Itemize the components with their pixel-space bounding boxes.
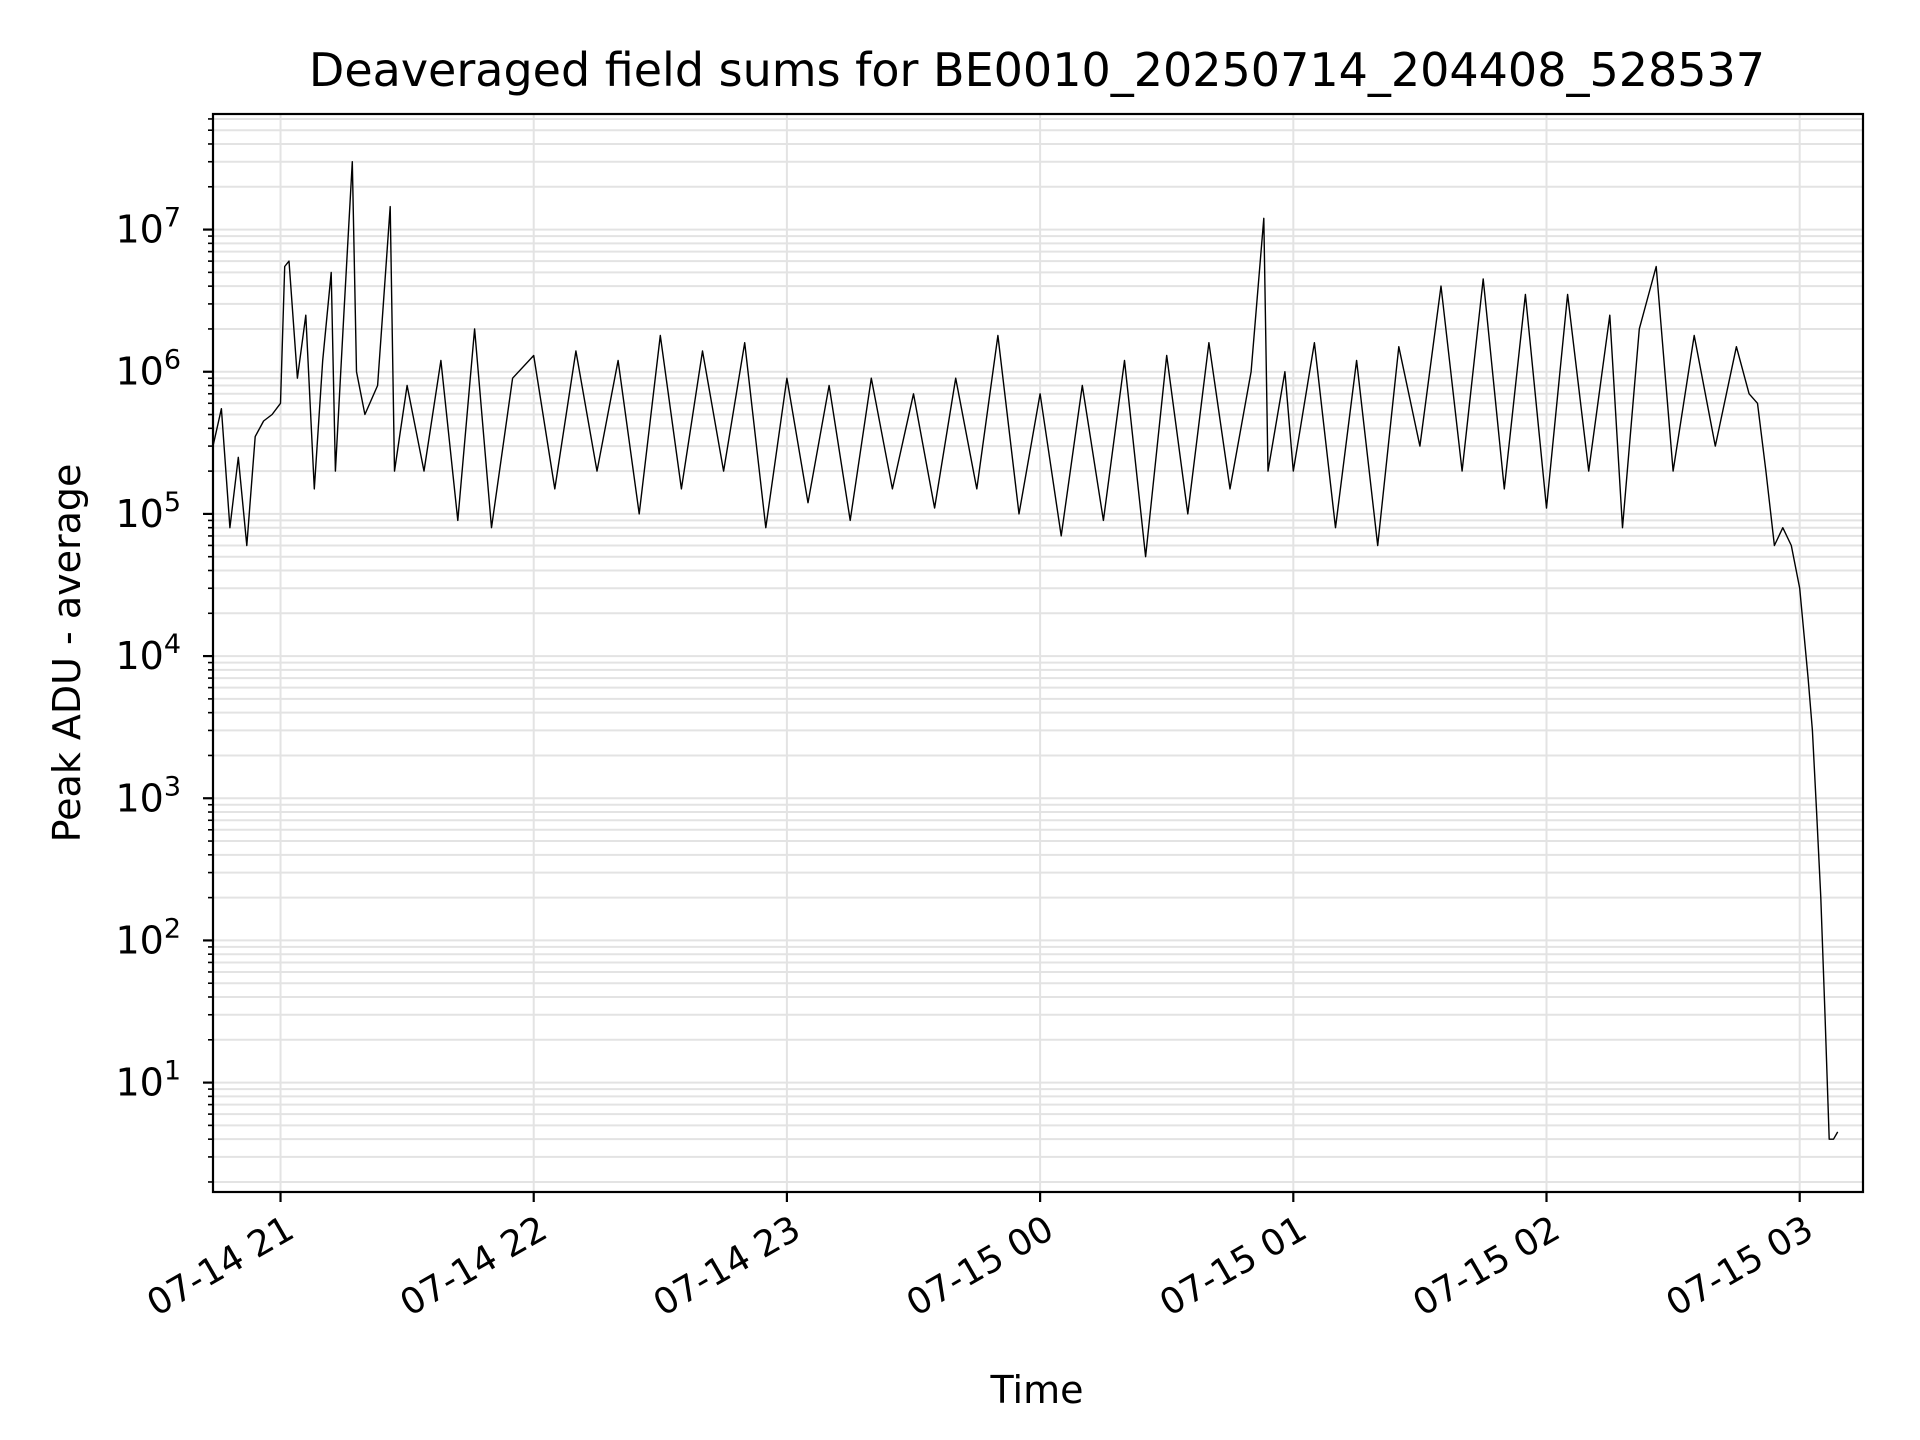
x-tick-label: 07-15 02 (1406, 1208, 1567, 1324)
x-tick-label: 07-15 00 (900, 1208, 1061, 1324)
y-tick-label: 103 (115, 771, 181, 820)
x-tick-label: 07-14 21 (140, 1208, 301, 1324)
y-tick-label: 107 (115, 203, 181, 252)
plot-frame (211, 112, 1865, 1194)
x-tick-label: 07-15 03 (1660, 1208, 1821, 1324)
series-line (212, 160, 1839, 1140)
grid (213, 114, 1863, 1192)
x-tick-label: 07-14 22 (394, 1208, 555, 1324)
chart-title: Deaveraged field sums for BE0010_2025071… (309, 43, 1765, 97)
y-tick-label: 106 (115, 345, 181, 394)
y-tick-label: 104 (115, 629, 181, 678)
x-axis-label: Time (990, 1368, 1084, 1412)
x-axis: 07-14 21 07-14 22 07-14 23 07-15 00 07-15 01… (140, 1192, 1820, 1325)
x-tick-label: 07-15 01 (1153, 1208, 1314, 1324)
y-axis: 101 102 103 104 105 106 107 (115, 118, 213, 1183)
x-tick-label: 07-14 23 (647, 1208, 808, 1324)
y-tick-label: 105 (115, 487, 181, 536)
y-tick-label: 102 (115, 913, 181, 962)
y-tick-label: 101 (115, 1056, 181, 1105)
plot-area (212, 160, 1839, 1140)
y-axis-label: Peak ADU - average (45, 464, 89, 843)
